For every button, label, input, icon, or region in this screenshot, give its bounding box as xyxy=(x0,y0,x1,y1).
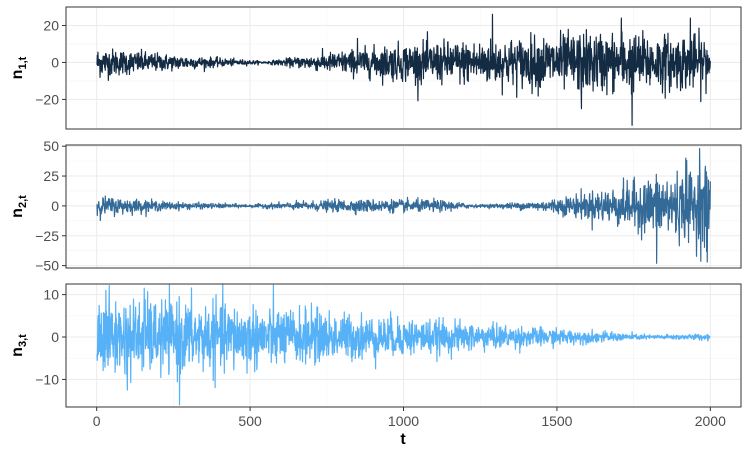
y-tick-label: 0 xyxy=(51,329,59,345)
series-line-3 xyxy=(96,283,711,406)
x-tick-label: 1500 xyxy=(541,413,572,429)
y-axis-title-main: n xyxy=(9,208,26,218)
y-tick-label: 25 xyxy=(43,168,59,184)
y-axis-title-subscript: 1,t xyxy=(17,56,29,69)
x-tick-label: 2000 xyxy=(695,413,726,429)
y-tick-label: 20 xyxy=(43,17,59,33)
x-tick-label: 0 xyxy=(93,413,101,429)
y-tick-label: 10 xyxy=(43,287,59,303)
y-axis-title-main: n xyxy=(9,70,26,80)
series-line-2 xyxy=(96,147,711,264)
y-axis-title-1: n1,t xyxy=(9,56,29,79)
y-axis-title-2: n2,t xyxy=(9,195,29,218)
x-axis-title: t xyxy=(400,431,406,448)
y-axis-title-subscript: 2,t xyxy=(17,195,29,208)
y-tick-label: −50 xyxy=(35,258,59,274)
y-tick-label: −25 xyxy=(35,228,59,244)
panel-2: −50 −25 0 25 50 n2,t xyxy=(9,138,742,274)
y-tick-label: 50 xyxy=(43,138,59,154)
y-axis-title-main: n xyxy=(9,347,26,357)
y-axis-title-subscript: 3,t xyxy=(17,334,29,347)
y-tick-label: −20 xyxy=(35,91,59,107)
panel-border xyxy=(65,6,742,130)
y-tick-label: 0 xyxy=(51,54,59,70)
series-line-1 xyxy=(96,13,711,126)
y-tick-label: 0 xyxy=(51,198,59,214)
y-tick-label: −10 xyxy=(35,371,59,387)
x-tick-label: 1000 xyxy=(388,413,419,429)
x-axis: 0 500 1000 1500 2000 xyxy=(93,407,726,429)
x-tick-label: 500 xyxy=(238,413,262,429)
panel-border xyxy=(65,144,742,269)
panel-1: −20 0 20 n1,t xyxy=(9,6,742,130)
panel-3: −10 0 10 n3,t xyxy=(9,283,742,408)
y-axis-title-3: n3,t xyxy=(9,334,29,357)
